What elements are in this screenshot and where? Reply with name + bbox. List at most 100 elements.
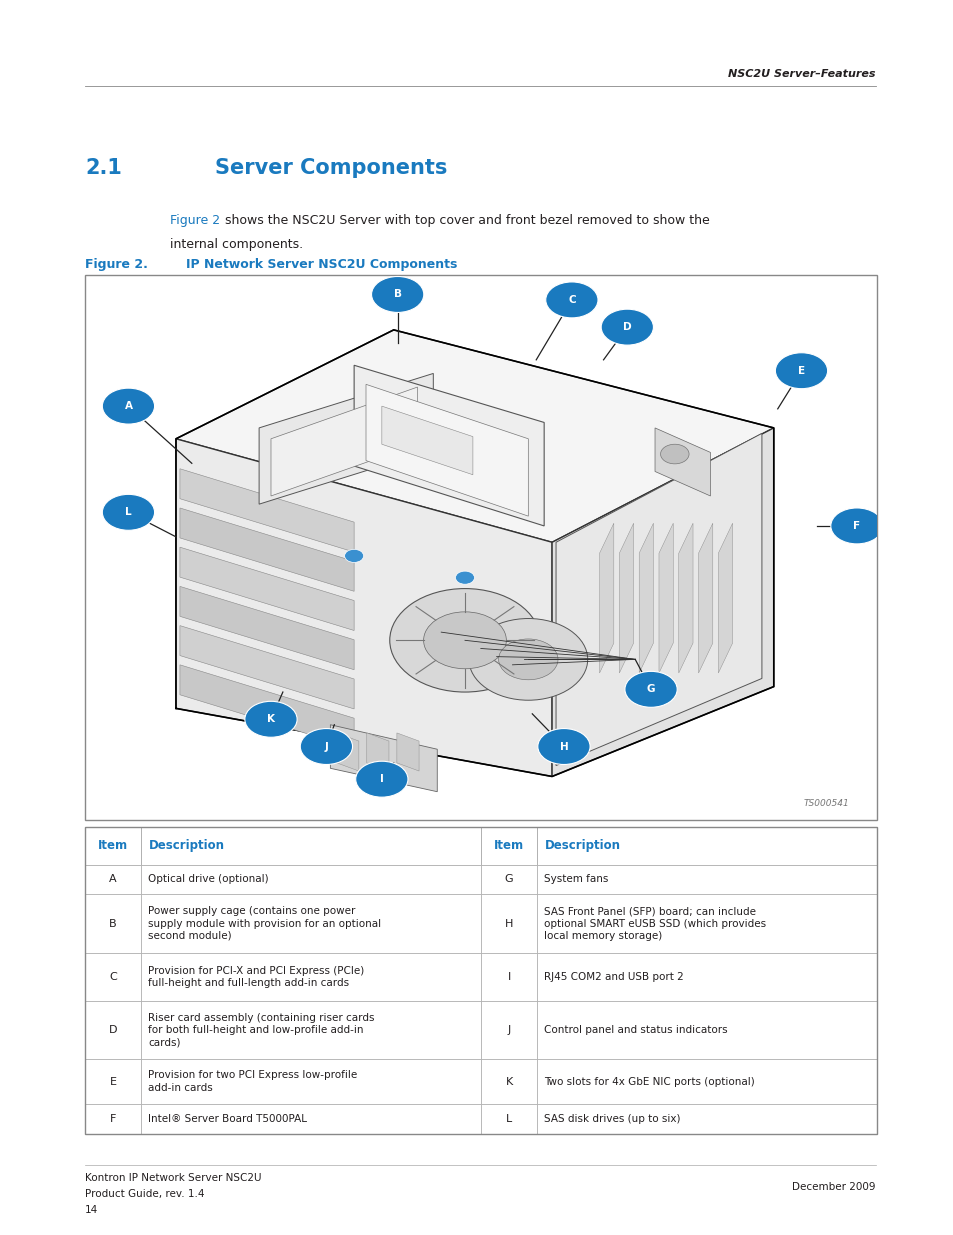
Bar [141,1000,480,1060]
Text: Intel® Server Board T5000PAL: Intel® Server Board T5000PAL [148,1114,307,1124]
Text: J: J [507,1025,510,1035]
Bar [537,864,876,894]
Circle shape [469,619,587,700]
Text: K: K [505,1077,512,1087]
Text: A: A [110,874,117,884]
Text: TS000541: TS000541 [802,799,848,808]
Bar [537,1104,876,1134]
Polygon shape [336,732,358,771]
Text: E: E [797,366,804,375]
Bar [85,1060,141,1104]
Bar [480,1104,537,1134]
Text: Riser card assembly (containing riser cards
for both full-height and low-profile: Riser card assembly (containing riser ca… [148,1013,375,1047]
Polygon shape [552,427,773,777]
Bar [480,894,537,953]
Circle shape [624,672,677,708]
Text: F: F [110,1114,116,1124]
Text: D: D [109,1025,117,1035]
Text: L: L [505,1114,512,1124]
Bar [141,1104,480,1134]
Text: December 2009: December 2009 [791,1182,875,1192]
Text: F: F [853,521,860,531]
Polygon shape [175,330,773,542]
Polygon shape [618,524,633,673]
Polygon shape [678,524,692,673]
Text: Figure 2.: Figure 2. [85,258,148,272]
Polygon shape [180,664,354,748]
Bar [537,827,876,864]
Polygon shape [396,732,418,771]
Polygon shape [180,547,354,631]
Bar [480,864,537,894]
Text: C: C [567,295,575,305]
Bar [85,953,141,1000]
Text: I: I [507,972,510,982]
Bar [85,827,876,1134]
Bar [85,894,141,953]
Circle shape [423,611,506,669]
Text: Kontron IP Network Server NSC2U: Kontron IP Network Server NSC2U [85,1173,261,1183]
Polygon shape [655,427,710,496]
Polygon shape [180,469,354,552]
Circle shape [355,761,408,797]
Text: Figure 2: Figure 2 [170,214,220,227]
Bar [85,864,141,894]
Bar [141,894,480,953]
Circle shape [600,309,653,345]
Bar [85,1000,141,1060]
Circle shape [830,508,882,543]
Circle shape [102,494,154,530]
Circle shape [545,282,598,317]
Text: Item: Item [98,840,128,852]
Polygon shape [381,406,473,474]
Polygon shape [180,626,354,709]
Text: C: C [110,972,117,982]
Bar [480,953,537,1000]
Bar [141,827,480,864]
Circle shape [659,445,688,464]
Text: Provision for two PCI Express low-profile
add-in cards: Provision for two PCI Express low-profil… [148,1071,357,1093]
Text: Power supply cage (contains one power
supply module with provision for an option: Power supply cage (contains one power su… [148,906,381,941]
Circle shape [102,388,154,424]
Bar [85,275,876,820]
Text: A: A [124,401,132,411]
Polygon shape [556,433,761,766]
Text: L: L [125,508,132,517]
Circle shape [455,571,474,584]
Text: B: B [110,919,117,929]
Text: Item: Item [494,840,523,852]
Bar [480,1060,537,1104]
Text: D: D [622,322,631,332]
Polygon shape [598,524,613,673]
Polygon shape [175,438,552,777]
Text: H: H [504,919,513,929]
Bar [537,953,876,1000]
Bar [141,864,480,894]
Polygon shape [180,508,354,592]
Bar [537,1060,876,1104]
Text: E: E [110,1077,116,1087]
Polygon shape [354,366,543,526]
Polygon shape [718,524,732,673]
Circle shape [371,277,423,312]
Polygon shape [366,732,389,771]
Polygon shape [180,587,354,669]
Circle shape [245,701,296,737]
Text: Product Guide, rev. 1.4: Product Guide, rev. 1.4 [85,1189,204,1199]
Text: NSC2U Server–Features: NSC2U Server–Features [727,69,875,79]
Polygon shape [698,524,712,673]
Text: SAS disk drives (up to six): SAS disk drives (up to six) [543,1114,679,1124]
Circle shape [344,550,363,562]
Circle shape [537,729,590,764]
Polygon shape [366,384,528,516]
Text: 2.1: 2.1 [85,158,122,178]
Text: K: K [267,714,274,724]
Text: G: G [504,874,513,884]
Polygon shape [330,725,436,792]
Polygon shape [639,524,653,673]
Bar [537,894,876,953]
Text: IP Network Server NSC2U Components: IP Network Server NSC2U Components [186,258,456,272]
Text: Description: Description [149,840,225,852]
Text: shows the NSC2U Server with top cover and front bezel removed to show the: shows the NSC2U Server with top cover an… [220,214,709,227]
Bar [85,827,141,864]
